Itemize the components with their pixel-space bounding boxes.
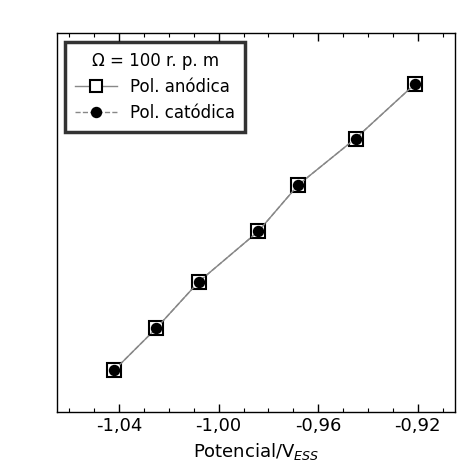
X-axis label: Potencial/V$_{ESS}$: Potencial/V$_{ESS}$ (193, 441, 319, 462)
Legend: Pol. anódica, Pol. catódica: Pol. anódica, Pol. catódica (65, 42, 245, 132)
